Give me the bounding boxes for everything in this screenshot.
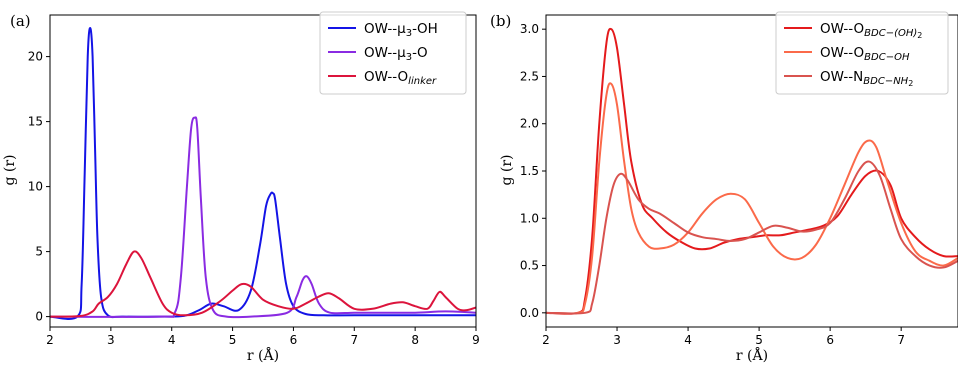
y-tick-label: 2.5 — [520, 69, 539, 83]
panel-a-plot-frame — [49, 14, 477, 328]
panel-b-ylabel: g (r) — [499, 154, 515, 185]
y-tick-label: 2.0 — [520, 117, 539, 131]
x-tick-label: 8 — [411, 333, 419, 347]
legend-entry: OW--μ3-O — [364, 45, 428, 63]
x-tick-label: 5 — [755, 333, 763, 347]
y-tick-label: 1.0 — [520, 211, 539, 225]
panel-a-ylabel: g (r) — [2, 154, 18, 185]
panel-b-label: (b) — [490, 12, 511, 30]
x-tick-label: 4 — [684, 333, 692, 347]
x-tick-label: 3 — [613, 333, 621, 347]
y-tick-label: 0.5 — [520, 259, 539, 273]
series-line-2 — [50, 116, 476, 319]
legend-entry: OW--NBDC−NH2 — [820, 69, 913, 88]
y-tick-label: 10 — [28, 180, 43, 194]
x-tick-label: 5 — [229, 333, 237, 347]
panel-a-legend: OW--μ3-OH OW--μ3-O OW--Olinker — [319, 11, 467, 95]
y-tick-label: 15 — [28, 115, 43, 129]
panel-a-ticks: 2 3 4 5 6 7 8 9 0 5 10 15 20 — [28, 50, 480, 347]
x-tick-label: 6 — [290, 333, 298, 347]
x-tick-label: 3 — [107, 333, 115, 347]
panel-b-series — [546, 27, 958, 315]
legend-entry: OW--μ3-OH — [364, 21, 438, 39]
legend-box — [319, 11, 467, 95]
y-tick-label: 1.5 — [520, 164, 539, 178]
x-tick-label: 2 — [542, 333, 550, 347]
series-line-3 — [546, 160, 958, 315]
panel-b-ticks: 2 3 4 5 6 7 0.0 0.5 1.0 1.5 2.0 2.5 3.0 — [520, 22, 905, 347]
panel-b: (b) g (r) r (Å) 2 3 4 5 6 7 0.0 0.5 1.0 1.5 2.0 2.5… — [490, 11, 958, 364]
y-tick-label: 3.0 — [520, 22, 539, 36]
panel-a-series — [50, 27, 476, 320]
legend-entry: OW--OBDC−(OH)2 — [820, 21, 922, 40]
x-tick-label: 6 — [826, 333, 834, 347]
x-tick-label: 9 — [472, 333, 480, 347]
panel-a-xlabel: r (Å) — [247, 346, 279, 364]
panel-b-legend: OW--OBDC−(OH)2 OW--OBDC−OH OW--NBDC−NH2 — [775, 11, 949, 95]
legend-entry: OW--Olinker — [364, 69, 437, 87]
x-tick-label: 4 — [168, 333, 176, 347]
x-tick-label: 2 — [46, 333, 54, 347]
series-line-3 — [50, 250, 476, 318]
series-line-2 — [546, 82, 958, 315]
panel-b-plot-frame — [545, 14, 958, 328]
y-tick-label: 20 — [28, 50, 43, 64]
x-tick-label: 7 — [350, 333, 358, 347]
panel-b-xlabel: r (Å) — [736, 346, 768, 364]
panel-a: (a) g (r) r (Å) 2 3 4 5 6 7 8 9 0 5 10 15 20 OW--μ3-… — [2, 11, 480, 364]
y-tick-label: 0 — [35, 310, 43, 324]
legend-box — [775, 11, 949, 95]
panel-a-label: (a) — [10, 12, 31, 30]
y-tick-label: 5 — [35, 245, 43, 259]
x-tick-label: 7 — [897, 333, 905, 347]
legend-entry: OW--OBDC−OH — [820, 45, 910, 63]
y-tick-label: 0.0 — [520, 306, 539, 320]
